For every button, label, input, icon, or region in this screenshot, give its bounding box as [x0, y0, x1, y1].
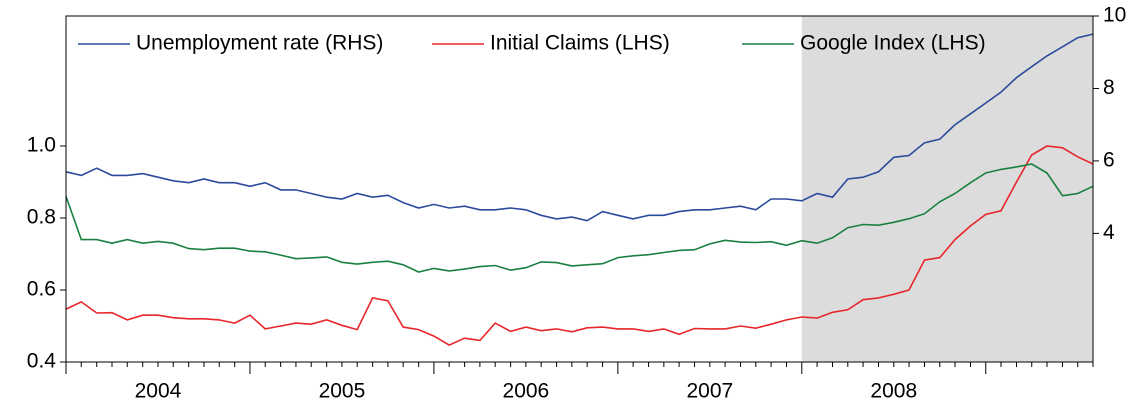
x-tick-label: 2005	[319, 380, 366, 403]
x-tick-label: 2004	[135, 380, 182, 403]
recession-shade	[801, 16, 1093, 362]
y-tick-label: 0.4	[27, 350, 57, 373]
x-tick-label: 2006	[503, 380, 550, 403]
x-tick-label: 2007	[686, 380, 733, 403]
y-tick-label: 0.6	[27, 278, 56, 301]
x-tick-label: 2008	[870, 380, 917, 403]
plot-frame	[65, 15, 1094, 363]
series-line	[65, 163, 1094, 273]
y2-tick-label: 6	[1103, 148, 1115, 171]
y2-tick-label: 4	[1103, 221, 1115, 244]
y2-tick-label: 10	[1103, 4, 1126, 27]
legend-label: Google Index (LHS)	[800, 32, 986, 55]
series-line	[65, 145, 1094, 346]
y-tick-label: 1.0	[27, 134, 56, 157]
legend-label: Unemployment rate (RHS)	[136, 32, 383, 55]
legend-label: Initial Claims (LHS)	[490, 32, 670, 55]
series-line	[65, 33, 1094, 222]
y2-tick-label: 8	[1103, 76, 1115, 99]
y-tick-label: 0.8	[27, 206, 56, 229]
